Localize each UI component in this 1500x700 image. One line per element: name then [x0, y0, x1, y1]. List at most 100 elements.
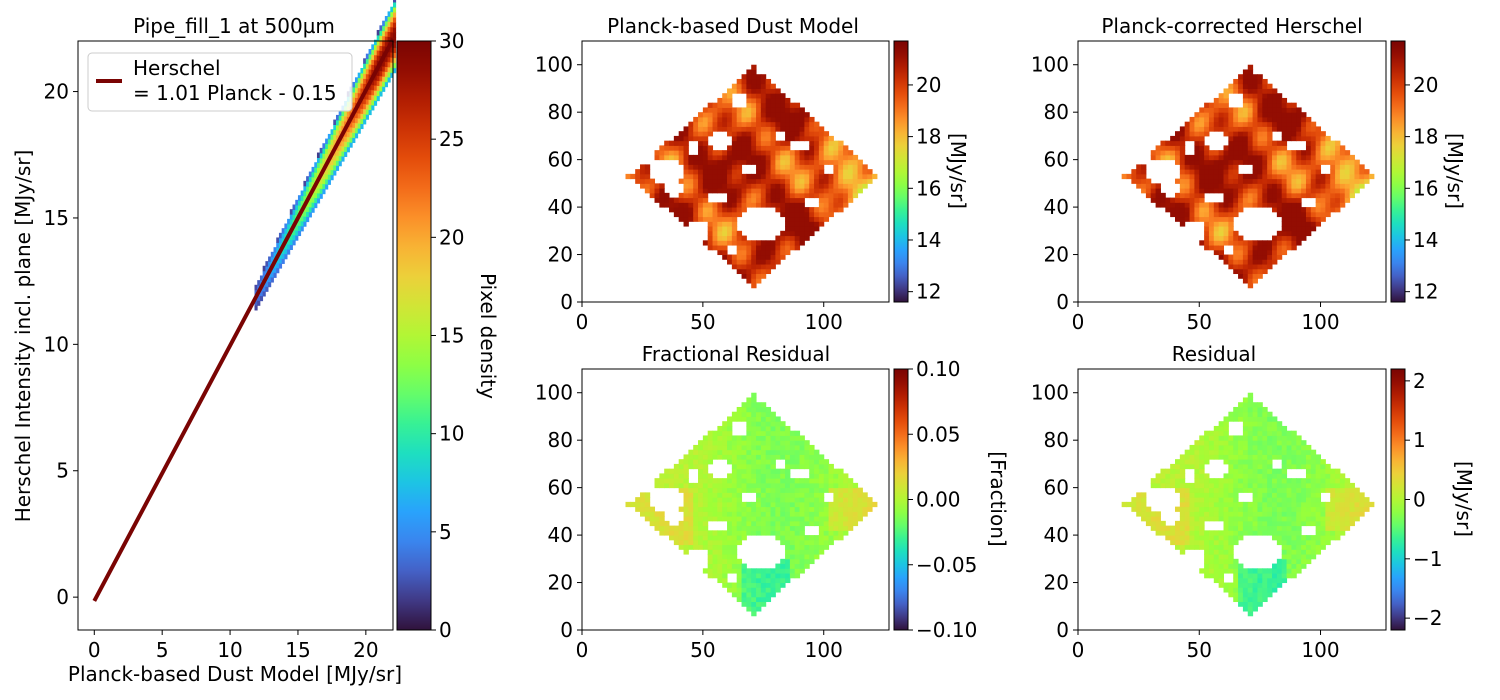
- map-pixel: [1184, 525, 1191, 531]
- map-pixel: [1223, 492, 1229, 498]
- map-pixel: [1223, 102, 1229, 108]
- map-pixel: [1315, 126, 1322, 132]
- map-pixel: [1257, 596, 1263, 603]
- map-pixel: [789, 459, 796, 465]
- map-pixel: [1296, 516, 1302, 522]
- map-pixel: [765, 154, 772, 161]
- map-pixel: [731, 145, 738, 151]
- map-pixel: [1325, 159, 1331, 165]
- map-pixel: [1179, 482, 1186, 489]
- map-pixel: [770, 240, 776, 246]
- map-pixel: [688, 202, 694, 208]
- map-pixel: [1335, 197, 1341, 203]
- map-pixel: [1179, 497, 1186, 503]
- map-pixel: [760, 444, 767, 451]
- map-pixel: [736, 135, 743, 142]
- density-cell: [344, 121, 348, 127]
- map-pixel: [707, 544, 714, 550]
- density-cell: [297, 225, 302, 231]
- map-pixel: [1131, 506, 1137, 512]
- map-pixel: [712, 430, 718, 436]
- map-pixel: [1184, 497, 1191, 503]
- map-pixel: [1136, 511, 1142, 517]
- map-pixel: [1305, 539, 1312, 546]
- map-pixel: [1325, 150, 1331, 156]
- map-pixel: [760, 74, 767, 80]
- map-pixel: [1291, 478, 1297, 484]
- density-cell: [314, 162, 318, 168]
- map-pixel: [1247, 192, 1254, 199]
- map-pixel: [688, 535, 694, 541]
- map-pixel: [1262, 131, 1268, 137]
- map-pixel: [1330, 183, 1336, 189]
- map-pixel: [838, 178, 844, 184]
- map-pixel: [1170, 197, 1176, 203]
- map-pixel: [770, 516, 776, 522]
- map-pixel: [789, 511, 796, 517]
- map-pixel: [1223, 88, 1229, 94]
- map-pixel: [683, 549, 689, 555]
- map-2-colorbar-tick-label: 16: [1413, 176, 1438, 200]
- map-pixel: [741, 520, 747, 527]
- map-pixel: [664, 482, 670, 489]
- density-cell: [371, 59, 375, 65]
- map-pixel: [1184, 131, 1191, 137]
- map-pixel: [809, 516, 815, 522]
- map-pixel: [823, 478, 830, 484]
- map-pixel: [693, 173, 699, 180]
- map-pixel: [775, 116, 781, 123]
- map-pixel: [1276, 93, 1283, 99]
- map-pixel: [1272, 245, 1278, 251]
- density-cell: [292, 239, 296, 246]
- map-pixel: [722, 549, 728, 555]
- map-pixel: [698, 178, 704, 184]
- map-pixel: [746, 93, 752, 99]
- map-pixel: [1242, 88, 1249, 94]
- density-cell: [306, 191, 310, 197]
- map-pixel: [693, 459, 699, 465]
- map-pixel: [751, 131, 757, 137]
- map-pixel: [847, 159, 854, 165]
- map-pixel: [1238, 577, 1244, 584]
- scatter-y-tick-label: 20: [44, 80, 69, 104]
- map-pixel: [862, 501, 868, 508]
- map-pixel: [809, 221, 815, 227]
- map-pixel: [1145, 511, 1152, 517]
- map-pixel: [1233, 525, 1239, 531]
- map-pixel: [1247, 487, 1254, 493]
- map-pixel: [756, 592, 762, 598]
- map-pixel: [1238, 525, 1244, 531]
- map-pixel: [1267, 164, 1273, 170]
- map-4-colorbar-tick-label: 2: [1413, 369, 1426, 393]
- map-pixel: [1301, 558, 1307, 565]
- density-cell: [368, 48, 372, 55]
- map-pixel: [1281, 197, 1288, 203]
- map-pixel: [1276, 245, 1283, 251]
- map-1-y-tick-label: 0: [560, 290, 573, 314]
- map-pixel: [1305, 497, 1312, 503]
- map-pixel: [702, 463, 709, 470]
- map-pixel: [707, 178, 714, 184]
- map-pixel: [780, 197, 786, 203]
- map-pixel: [833, 511, 839, 517]
- map-pixel: [693, 449, 699, 455]
- map-pixel: [1315, 492, 1322, 498]
- map-pixel: [1194, 506, 1200, 512]
- map-pixel: [698, 145, 704, 151]
- map-pixel: [1179, 159, 1186, 165]
- map-pixel: [814, 183, 820, 189]
- map-pixel: [1228, 568, 1234, 574]
- map-pixel: [780, 525, 786, 531]
- map-pixel: [804, 478, 810, 484]
- map-pixel: [1150, 482, 1157, 489]
- map-pixel: [818, 178, 825, 184]
- map-pixel: [1238, 207, 1244, 213]
- map-pixel: [1204, 444, 1210, 451]
- map-pixel: [751, 440, 757, 446]
- map-pixel: [1199, 188, 1205, 194]
- map-pixel: [1330, 516, 1336, 522]
- map-pixel: [1252, 135, 1258, 142]
- map-pixel: [702, 140, 709, 146]
- map-pixel: [698, 444, 704, 451]
- map-pixel: [722, 211, 728, 218]
